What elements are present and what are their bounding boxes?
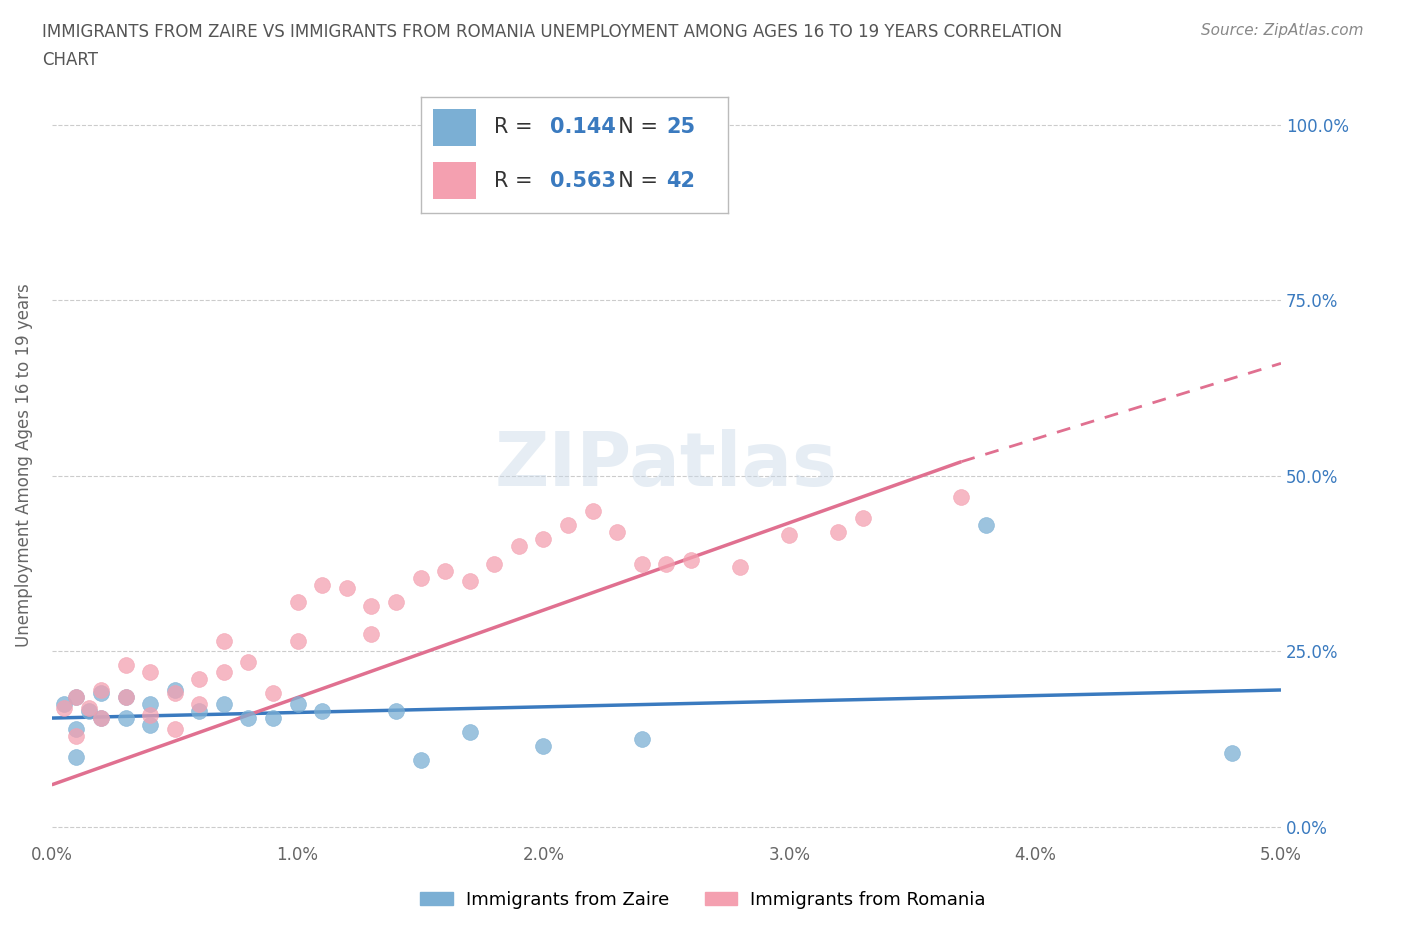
Point: [484, 556, 506, 571]
Point: [287, 697, 309, 711]
Point: [65, 689, 87, 704]
Point: [458, 724, 481, 739]
Point: [212, 633, 235, 648]
Point: [360, 598, 382, 613]
Point: [114, 711, 136, 725]
Text: ZIPatlas: ZIPatlas: [495, 429, 838, 501]
Point: [287, 594, 309, 609]
Point: [65, 750, 87, 764]
Point: [360, 626, 382, 641]
Point: [114, 658, 136, 672]
Point: [90, 686, 112, 701]
Point: [65, 689, 87, 704]
Point: [90, 683, 112, 698]
Point: [139, 707, 162, 722]
Point: [238, 711, 260, 725]
Point: [90, 711, 112, 725]
Point: [77, 704, 100, 719]
Point: [53, 697, 76, 711]
Point: [458, 574, 481, 589]
Point: [188, 672, 211, 687]
Point: [212, 665, 235, 680]
Point: [65, 721, 87, 736]
Point: [53, 700, 76, 715]
Point: [212, 697, 235, 711]
Point: [385, 594, 408, 609]
Point: [1220, 746, 1243, 761]
Point: [139, 718, 162, 733]
Point: [385, 704, 408, 719]
Point: [90, 711, 112, 725]
Point: [606, 525, 628, 539]
Point: [581, 503, 603, 518]
Point: [65, 728, 87, 743]
Point: [336, 580, 359, 595]
Point: [630, 732, 652, 747]
Point: [139, 697, 162, 711]
Point: [679, 552, 702, 567]
Point: [188, 697, 211, 711]
Point: [238, 655, 260, 670]
Point: [287, 633, 309, 648]
Point: [778, 528, 800, 543]
Point: [163, 683, 186, 698]
Point: [630, 556, 652, 571]
Point: [163, 686, 186, 701]
Point: [533, 738, 555, 753]
Point: [114, 689, 136, 704]
Point: [557, 517, 579, 532]
Point: [311, 704, 333, 719]
Point: [188, 704, 211, 719]
Text: Source: ZipAtlas.com: Source: ZipAtlas.com: [1201, 23, 1364, 38]
Y-axis label: Unemployment Among Ages 16 to 19 years: Unemployment Among Ages 16 to 19 years: [15, 284, 32, 647]
Point: [508, 538, 530, 553]
Point: [827, 525, 849, 539]
Point: [262, 686, 284, 701]
Point: [409, 570, 432, 585]
Point: [409, 752, 432, 767]
Point: [533, 532, 555, 547]
Point: [114, 689, 136, 704]
Text: CHART: CHART: [42, 51, 98, 69]
Point: [262, 711, 284, 725]
Point: [311, 578, 333, 592]
Point: [77, 700, 100, 715]
Point: [974, 517, 997, 532]
Point: [728, 560, 751, 575]
Point: [950, 489, 973, 504]
Point: [139, 665, 162, 680]
Text: IMMIGRANTS FROM ZAIRE VS IMMIGRANTS FROM ROMANIA UNEMPLOYMENT AMONG AGES 16 TO 1: IMMIGRANTS FROM ZAIRE VS IMMIGRANTS FROM…: [42, 23, 1063, 41]
Point: [852, 511, 875, 525]
Point: [163, 721, 186, 736]
Point: [655, 556, 678, 571]
Point: [434, 564, 457, 578]
Legend: Immigrants from Zaire, Immigrants from Romania: Immigrants from Zaire, Immigrants from R…: [413, 884, 993, 916]
